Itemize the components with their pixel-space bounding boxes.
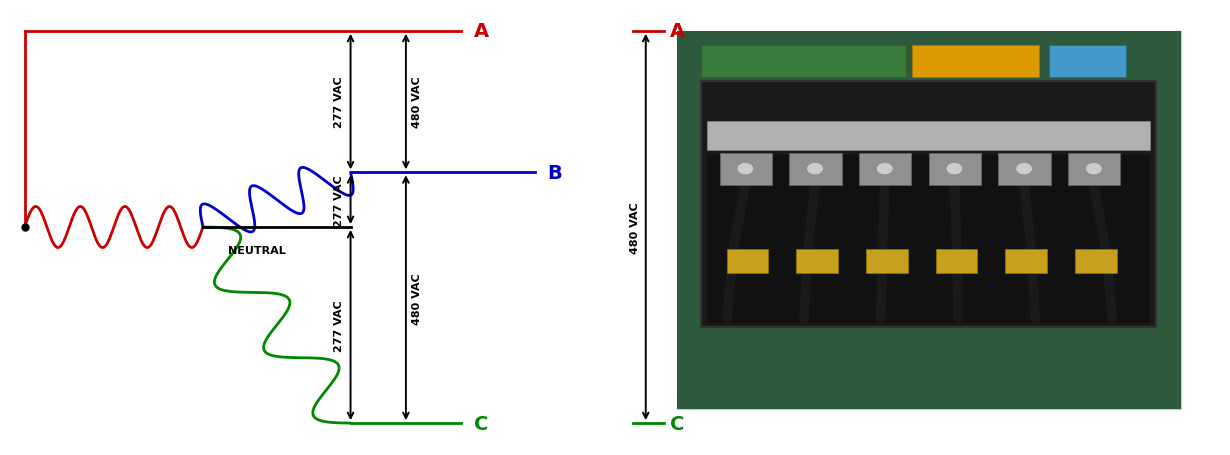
Bar: [676, 32, 1181, 410]
Bar: [727, 249, 769, 273]
Bar: [1005, 249, 1047, 273]
Bar: [1048, 46, 1125, 77]
Text: 277 VAC: 277 VAC: [335, 76, 344, 128]
Circle shape: [737, 163, 754, 176]
Text: 480 VAC: 480 VAC: [630, 202, 640, 253]
Circle shape: [1086, 163, 1102, 176]
Text: 277 VAC: 277 VAC: [335, 299, 344, 351]
Text: 277 VAC: 277 VAC: [335, 174, 344, 226]
Text: A: A: [670, 22, 685, 41]
Circle shape: [946, 163, 963, 176]
Text: A: A: [474, 22, 488, 41]
Bar: [790, 153, 841, 185]
Bar: [701, 82, 1156, 328]
Bar: [676, 32, 1181, 410]
Bar: [936, 249, 978, 273]
Bar: [707, 121, 1150, 151]
Bar: [913, 46, 1039, 77]
Bar: [720, 153, 772, 185]
Text: B: B: [547, 163, 562, 182]
Bar: [999, 153, 1050, 185]
Circle shape: [876, 163, 893, 176]
Text: NEUTRAL: NEUTRAL: [228, 246, 285, 256]
Bar: [796, 249, 838, 273]
Bar: [859, 153, 911, 185]
Circle shape: [807, 163, 823, 176]
Text: C: C: [670, 414, 685, 433]
Bar: [707, 156, 1150, 323]
Text: C: C: [474, 414, 488, 433]
Text: 480 VAC: 480 VAC: [412, 272, 422, 324]
Circle shape: [1016, 163, 1032, 176]
Bar: [929, 153, 982, 185]
Bar: [1075, 249, 1117, 273]
Bar: [866, 249, 908, 273]
Bar: [701, 46, 905, 77]
Text: 480 VAC: 480 VAC: [412, 76, 422, 128]
Bar: [1068, 153, 1121, 185]
